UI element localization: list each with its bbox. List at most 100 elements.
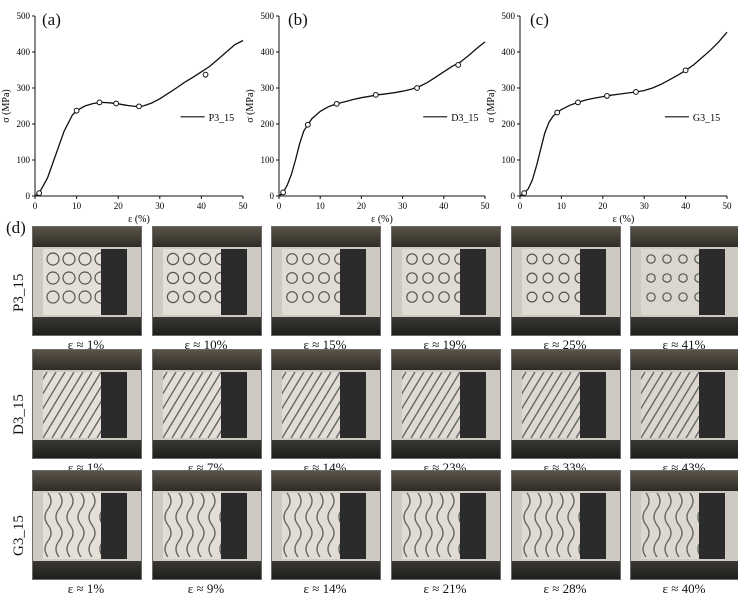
legend-label: D3_15 — [451, 113, 478, 124]
y-tick-label: 100 — [261, 155, 275, 165]
deformation-photo — [511, 349, 621, 459]
data-point-marker — [682, 67, 689, 74]
specimen-dark-band — [340, 493, 366, 559]
legend-label: G3_15 — [693, 113, 720, 124]
lower-platen — [512, 440, 620, 458]
specimen-dark-band — [340, 372, 366, 438]
specimen-dark-band — [221, 249, 247, 315]
upper-platen — [272, 350, 380, 370]
data-point-marker — [554, 109, 561, 116]
data-point-marker — [575, 99, 581, 106]
y-tick-label: 500 — [17, 11, 31, 21]
specimen-dark-band — [221, 493, 247, 559]
y-axis-label: σ (MPa) — [486, 89, 497, 122]
y-tick-label: 100 — [502, 155, 516, 165]
specimen-dark-band — [460, 372, 486, 438]
upper-platen — [392, 471, 500, 491]
lower-platen — [392, 561, 500, 579]
data-point-marker — [304, 121, 311, 128]
y-tick-label: 200 — [17, 119, 31, 129]
x-axis-label: ε (%) — [128, 214, 150, 225]
deformation-photo — [630, 349, 738, 459]
deformation-photo — [391, 226, 501, 336]
data-point-marker — [280, 189, 287, 196]
lower-platen — [392, 440, 500, 458]
y-tick-label: 300 — [17, 83, 31, 93]
upper-platen — [153, 471, 261, 491]
specimen-pattern — [641, 492, 729, 559]
y-tick-label: 100 — [17, 155, 31, 165]
x-tick-label: 30 — [640, 201, 650, 211]
strain-caption: ε ≈ 15% — [303, 337, 347, 352]
upper-platen — [631, 471, 738, 491]
specimen-pattern — [522, 492, 610, 559]
panel-letter-b: (b) — [288, 10, 308, 29]
data-point-marker — [604, 93, 610, 99]
strain-caption: ε ≈ 14% — [303, 581, 347, 596]
lower-platen — [272, 317, 380, 335]
upper-platen — [33, 350, 141, 370]
upper-platen — [153, 227, 261, 247]
data-point-marker — [113, 100, 120, 107]
deformation-photo — [32, 470, 142, 580]
specimen-dark-band — [101, 249, 127, 315]
x-tick-label: 50 — [723, 201, 733, 211]
lower-platen — [631, 561, 738, 579]
lower-platen — [33, 561, 141, 579]
deformation-photo — [32, 226, 142, 336]
specimen-pattern — [43, 492, 131, 559]
x-tick-label: 0 — [277, 201, 282, 211]
upper-platen — [631, 350, 738, 370]
strain-caption: ε ≈ 21% — [423, 581, 467, 596]
strain-caption: ε ≈ 1% — [67, 581, 105, 596]
data-point-marker — [521, 190, 528, 197]
x-tick-label: 20 — [357, 201, 367, 211]
strain-caption: ε ≈ 41% — [662, 337, 706, 352]
y-tick-label: 500 — [502, 11, 516, 21]
deformation-photo — [630, 226, 738, 336]
upper-platen — [272, 471, 380, 491]
lower-platen — [512, 317, 620, 335]
upper-platen — [512, 227, 620, 247]
y-tick-label: 200 — [261, 119, 275, 129]
upper-platen — [631, 227, 738, 247]
specimen-dark-band — [580, 372, 606, 438]
x-tick-label: 40 — [197, 201, 207, 211]
x-tick-label: 40 — [439, 201, 449, 211]
strain-caption: ε ≈ 9% — [187, 581, 225, 596]
x-tick-label: 10 — [72, 201, 82, 211]
lower-platen — [153, 440, 261, 458]
specimen-pattern — [163, 492, 251, 559]
data-point-marker — [414, 85, 420, 91]
upper-platen — [33, 227, 141, 247]
x-tick-label: 30 — [398, 201, 408, 211]
y-axis-label: σ (MPa) — [245, 89, 256, 122]
lower-platen — [33, 440, 141, 458]
lower-platen — [512, 561, 620, 579]
deformation-photo — [511, 470, 621, 580]
strain-caption: ε ≈ 28% — [543, 581, 587, 596]
lower-platen — [153, 561, 261, 579]
y-tick-label: 500 — [261, 11, 275, 21]
x-tick-label: 50 — [481, 201, 491, 211]
deformation-photo — [32, 349, 142, 459]
strain-caption: ε ≈ 25% — [543, 337, 587, 352]
y-tick-label: 300 — [502, 83, 516, 93]
deformation-photo — [271, 349, 381, 459]
deformation-photo — [152, 226, 262, 336]
deformation-photo — [152, 470, 262, 580]
data-point-marker — [73, 107, 80, 114]
x-axis-label: ε (%) — [613, 214, 635, 225]
data-point-marker — [202, 71, 209, 78]
specimen-dark-band — [221, 372, 247, 438]
lower-platen — [33, 317, 141, 335]
x-tick-label: 10 — [557, 201, 567, 211]
specimen-pattern — [522, 249, 610, 315]
y-tick-label: 0 — [511, 191, 516, 201]
deformation-photo — [271, 226, 381, 336]
series-line — [278, 41, 486, 197]
specimen-dark-band — [580, 493, 606, 559]
upper-platen — [512, 350, 620, 370]
